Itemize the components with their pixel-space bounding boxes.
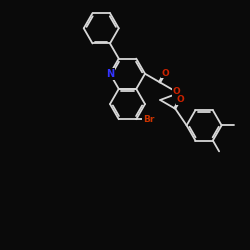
Text: O: O: [172, 88, 180, 96]
Text: O: O: [162, 69, 170, 78]
Text: O: O: [177, 95, 184, 104]
Text: Br: Br: [143, 115, 154, 124]
Text: N: N: [106, 69, 114, 79]
